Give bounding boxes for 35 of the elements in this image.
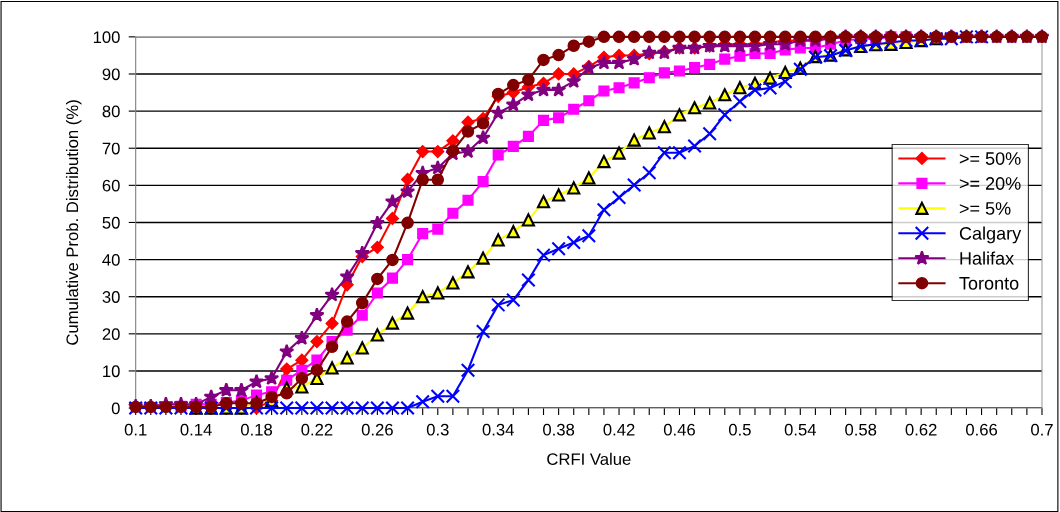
x-tick-label: 0.62	[905, 423, 937, 436]
legend-label: Toronto	[959, 277, 1019, 290]
x-tick-label: 0.38	[543, 423, 575, 436]
x-tick-label: 0.58	[845, 423, 877, 436]
x-tick-label: 0.46	[663, 423, 695, 436]
x-tick-label: 0.7	[1031, 423, 1053, 436]
legend-label: >= 20%	[959, 177, 1021, 190]
legend-label: Halifax	[960, 251, 1014, 265]
y-tick-label: 100	[93, 31, 120, 44]
x-tick-label: 0.42	[603, 423, 635, 436]
y-tick-label: 10	[103, 365, 120, 378]
x-tick-label: 0.66	[965, 423, 998, 436]
x-tick-label: 0.1	[124, 423, 147, 436]
x-tick-label: 0.14	[180, 423, 212, 436]
x-tick-label: 0.5	[728, 423, 751, 436]
legend-label: Calgary	[959, 226, 1022, 244]
legend-label: >= 50%	[959, 152, 1021, 165]
y-tick-label: 80	[102, 105, 120, 118]
x-tick-label: 0.18	[240, 423, 273, 436]
x-tick-label: 0.22	[301, 423, 333, 436]
y-tick-label: 0	[111, 402, 120, 415]
x-tick-label: 0.34	[482, 423, 514, 436]
y-tick-label: 30	[102, 291, 120, 303]
x-axis-title: CRFI Value	[547, 452, 631, 466]
y-tick-label: 40	[102, 253, 120, 266]
y-axis-title: Cumulative Prob. Distribution (%)	[65, 100, 82, 345]
y-tick-label: 70	[102, 142, 120, 155]
y-tick-label: 60	[102, 179, 120, 192]
y-tick-label: 90	[102, 68, 120, 81]
x-tick-label: 0.26	[361, 423, 393, 436]
legend-label: >= 5%	[959, 202, 1011, 215]
y-tick-label: 20	[102, 328, 120, 341]
x-tick-label: 0.54	[784, 423, 817, 436]
y-tick-label: 50	[102, 216, 120, 229]
x-tick-label: 0.3	[426, 423, 449, 436]
